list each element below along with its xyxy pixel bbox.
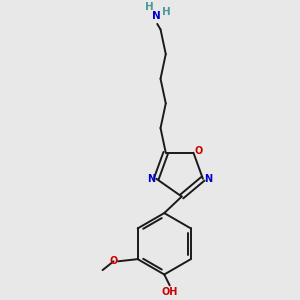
Text: N: N	[204, 174, 212, 184]
Text: N: N	[152, 11, 161, 21]
Text: N: N	[147, 174, 155, 184]
Text: O: O	[110, 256, 118, 266]
Text: OH: OH	[162, 287, 178, 297]
Text: H: H	[145, 2, 154, 13]
Text: O: O	[195, 146, 203, 156]
Text: H: H	[162, 7, 170, 17]
